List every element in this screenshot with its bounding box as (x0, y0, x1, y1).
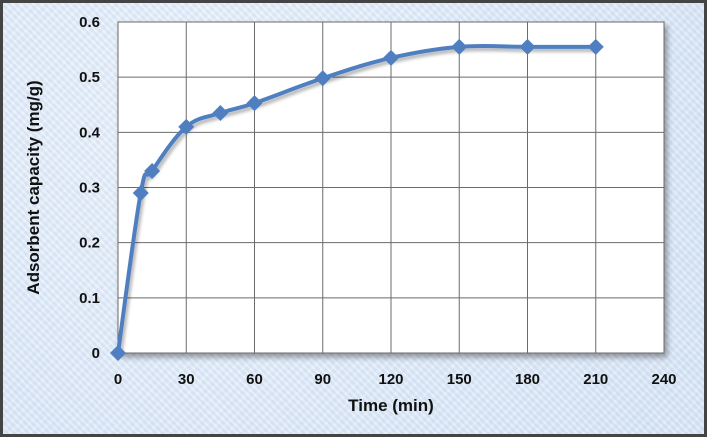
x-axis-tick-labels: 0 30 60 90 120 150 180 210 240 (114, 371, 677, 388)
x-tick-label: 180 (515, 371, 540, 388)
x-tick-label: 60 (246, 371, 263, 388)
data-point-marker (144, 162, 161, 179)
data-point-marker (587, 38, 604, 55)
x-tick-label: 210 (583, 371, 608, 388)
y-tick-label: 0 (92, 345, 100, 362)
y-tick-label: 0.3 (79, 180, 100, 197)
data-point-marker (110, 345, 126, 361)
data-point-marker (246, 95, 263, 112)
x-tick-label: 240 (651, 371, 676, 388)
x-tick-label: 90 (314, 371, 331, 388)
data-point-marker (212, 105, 229, 122)
y-tick-label: 0.2 (79, 235, 100, 252)
data-point-marker (132, 185, 149, 202)
y-axis-tick-labels: 0 0.1 0.2 0.3 0.4 0.5 0.6 (79, 14, 101, 362)
line-chart: 0 30 60 90 120 150 180 210 240 00.10.20.30.40.50… (24, 14, 677, 415)
x-tick-label: 120 (378, 371, 403, 388)
x-tick-label: 30 (178, 371, 195, 388)
series-layer (110, 38, 604, 361)
data-point-marker (451, 38, 468, 55)
x-tick-label: 0 (114, 371, 122, 388)
y-tick-label: 0.1 (79, 290, 100, 307)
gridlines (117, 21, 665, 354)
y-axis-title: Adsorbent capacity (mg/g) (24, 80, 43, 294)
y-tick-label: 0.4 (79, 124, 101, 141)
data-point-marker (178, 118, 195, 135)
y-tick-label: 0.5 (79, 69, 100, 86)
x-axis-title: Time (min) (348, 396, 434, 415)
x-tick-label: 150 (447, 371, 472, 388)
y-tick-label: 0.6 (79, 14, 100, 31)
data-point-marker (519, 38, 536, 55)
data-point-marker (383, 49, 399, 66)
data-point-marker (314, 70, 331, 87)
